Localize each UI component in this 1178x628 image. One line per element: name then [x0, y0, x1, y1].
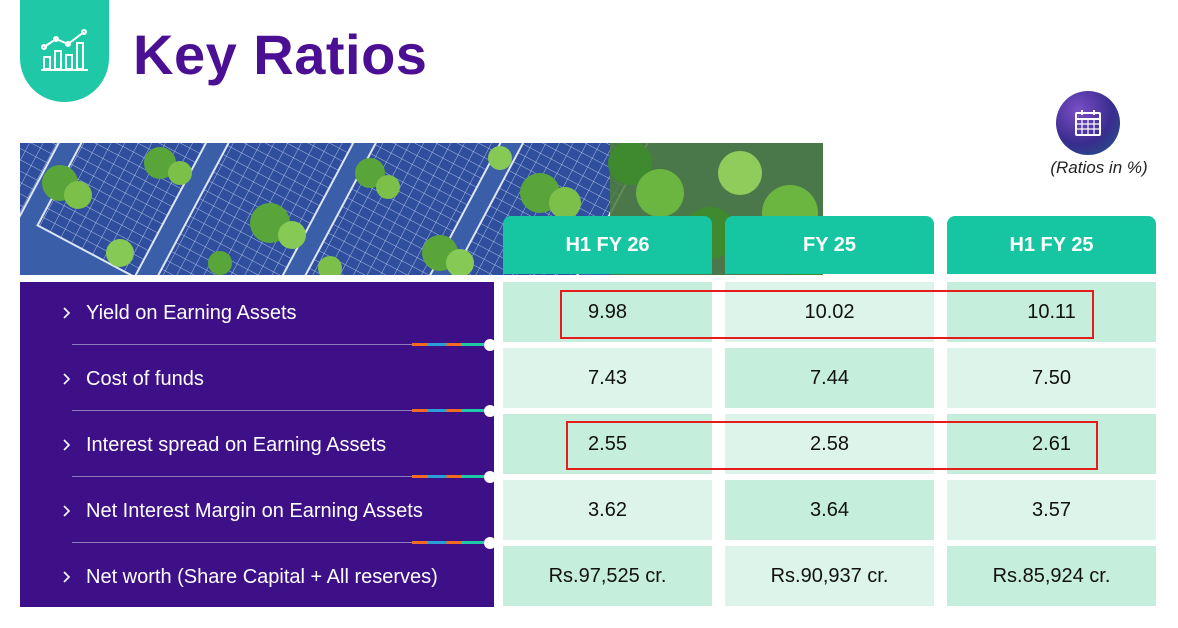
cell-yield-h1fy26: 9.98 [503, 282, 712, 342]
row-divider-dot [484, 405, 496, 417]
chevron-right-icon [63, 571, 71, 583]
cell-cost-fy25: 7.44 [725, 348, 934, 408]
row-divider-accent [412, 409, 484, 412]
calendar-icon [1075, 110, 1101, 136]
row-label-text: Interest spread on Earning Assets [86, 433, 387, 456]
row-label-cost-of-funds: Cost of funds [20, 349, 494, 409]
column-header-fy25: FY 25 [725, 216, 934, 274]
cell-yield-h1fy25: 10.11 [947, 282, 1156, 342]
cell-cost-h1fy25: 7.50 [947, 348, 1156, 408]
column-header-h1-fy26: H1 FY 26 [503, 216, 712, 274]
cell-spread-h1fy26: 2.55 [503, 414, 712, 474]
cell-nim-h1fy25: 3.57 [947, 480, 1156, 540]
row-label-text: Net Interest Margin on Earning Assets [86, 499, 423, 522]
cell-nim-h1fy26: 3.62 [503, 480, 712, 540]
row-divider [72, 542, 412, 543]
calendar-icon-badge [1056, 91, 1120, 155]
row-divider-accent [412, 343, 484, 346]
cell-cost-h1fy26: 7.43 [503, 348, 712, 408]
growth-chart-icon [40, 29, 88, 71]
chevron-right-icon [63, 439, 71, 451]
cell-spread-h1fy25: 2.61 [947, 414, 1156, 474]
row-label-yield: Yield on Earning Assets [20, 283, 494, 343]
cell-networth-h1fy26: Rs.97,525 cr. [503, 546, 712, 606]
cell-networth-fy25: Rs.90,937 cr. [725, 546, 934, 606]
cell-networth-h1fy25: Rs.85,924 cr. [947, 546, 1156, 606]
row-divider-dot [484, 471, 496, 483]
column-header-h1-fy25: H1 FY 25 [947, 216, 1156, 274]
row-label-net-worth: Net worth (Share Capital + All reserves) [20, 547, 494, 607]
chevron-right-icon [63, 373, 71, 385]
page-title: Key Ratios [133, 23, 428, 86]
highlight-box-yield [560, 290, 1094, 339]
row-label-text: Net worth (Share Capital + All reserves) [86, 565, 438, 588]
row-label-text: Cost of funds [86, 367, 204, 390]
chevron-right-icon [63, 307, 71, 319]
row-divider-accent [412, 541, 484, 544]
row-label-text: Yield on Earning Assets [86, 301, 297, 324]
row-divider [72, 344, 412, 345]
row-divider [72, 410, 412, 411]
row-divider-accent [412, 475, 484, 478]
title-icon-badge [20, 0, 109, 102]
row-divider-dot [484, 339, 496, 351]
cell-nim-fy25: 3.64 [725, 480, 934, 540]
cell-yield-fy25: 10.02 [725, 282, 934, 342]
cell-spread-fy25: 2.58 [725, 414, 934, 474]
row-divider [72, 476, 412, 477]
units-note: (Ratios in %) [1050, 158, 1148, 177]
chevron-right-icon [63, 505, 71, 517]
row-label-net-interest-margin: Net Interest Margin on Earning Assets [20, 481, 494, 541]
row-label-interest-spread: Interest spread on Earning Assets [20, 415, 494, 475]
row-divider-dot [484, 537, 496, 549]
ratio-label-panel [20, 282, 494, 607]
highlight-box-spread [566, 421, 1098, 470]
